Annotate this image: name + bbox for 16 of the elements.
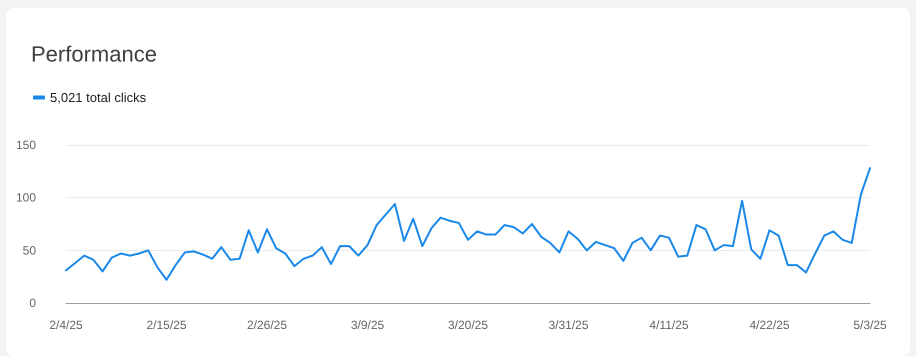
y-tick-label: 100 xyxy=(16,190,36,205)
legend-label: 5,021 total clicks xyxy=(50,90,147,105)
x-tick-label: 5/3/25 xyxy=(853,318,887,332)
x-tick-label: 2/26/25 xyxy=(246,318,288,332)
line-series xyxy=(65,167,871,281)
x-tick-label: 3/20/25 xyxy=(448,318,488,332)
x-tick-label: 2/15/25 xyxy=(146,318,187,332)
y-tick-label: 150 xyxy=(16,138,36,152)
x-tick-label: 3/9/25 xyxy=(350,318,384,332)
x-tick-label: 4/11/25 xyxy=(649,318,689,332)
x-tick-label: 2/4/25 xyxy=(49,318,83,332)
chart-title: Performance xyxy=(31,42,157,66)
y-tick-label: 0 xyxy=(29,296,36,310)
x-tick-label: 4/22/25 xyxy=(749,318,790,332)
x-tick-label: 3/31/25 xyxy=(548,318,589,332)
y-tick-label: 50 xyxy=(22,243,36,258)
